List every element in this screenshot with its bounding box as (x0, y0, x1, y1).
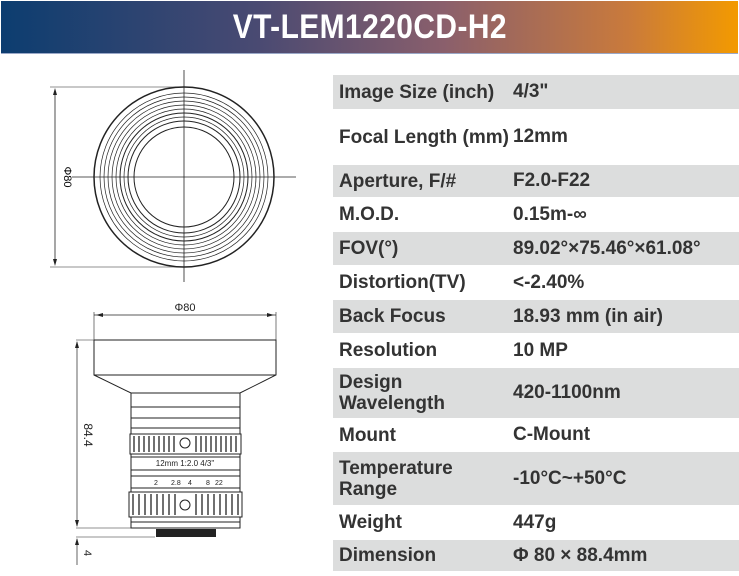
spec-row: Aperture, F/# F2.0-F22 (333, 165, 739, 199)
spec-row: Dimension Φ 80 × 88.4mm (333, 540, 739, 573)
spec-label: Back Focus (339, 306, 446, 327)
spec-label: Design Wavelength (339, 372, 445, 414)
spec-value: F2.0-F22 (513, 170, 591, 191)
spec-value: 0.15m-∞ (513, 203, 587, 225)
spec-label: Resolution (339, 340, 438, 361)
spec-value: -10°C~+50°C (513, 467, 627, 489)
spec-label: Aperture, F/# (339, 170, 457, 192)
spec-label: Mount (339, 424, 396, 446)
front-diameter-label: Φ80 (61, 166, 73, 187)
spec-row: Design Wavelength 420-1100nm (333, 368, 739, 420)
spec-value: 420-1100nm (513, 382, 621, 403)
spec-value: Φ 80 × 88.4mm (513, 544, 648, 566)
spec-row: Temperature Range -10°C~+50°C (333, 452, 739, 507)
spec-row: Back Focus 18.93 mm (in air) (333, 300, 739, 335)
spec-value: <-2.40% (513, 271, 585, 293)
aperture-mark: 2 (154, 480, 158, 487)
spec-row: Weight 447g (333, 507, 739, 540)
spec-row: Focal Length (mm) 12mm (333, 111, 739, 165)
spec-value: 12mm (513, 126, 568, 147)
aperture-mark: 8 (206, 480, 210, 487)
side-diameter-label: Φ80 (174, 302, 195, 314)
product-title: VT-LEM1220CD-H2 (232, 7, 507, 46)
spec-value: 4/3" (513, 81, 549, 102)
spec-row: Distortion(TV) <-2.40% (333, 267, 739, 300)
mount-depth-label: 4 (81, 550, 93, 556)
spec-value: 10 MP (513, 339, 568, 361)
spec-value: C-Mount (513, 424, 591, 445)
spec-value: 89.02°×75.46°×61.08° (513, 237, 701, 259)
spec-label: M.O.D. (339, 204, 400, 225)
length-label: 84.4 (81, 423, 95, 447)
spec-row: Mount C-Mount (333, 420, 739, 452)
side-view-drawing: Φ80 84.4 4 12mm 1:2.0 4/3" 2 2.8 4 8 22 (75, 302, 277, 565)
spec-label: Focal Length (mm) (339, 126, 509, 148)
spec-row: Image Size (inch) 4/3" (333, 75, 739, 111)
lens-marking: 12mm 1:2.0 4/3" (156, 459, 215, 468)
spec-label: Distortion(TV) (339, 272, 466, 293)
aperture-mark: 22 (215, 480, 223, 487)
spec-row: FOV(°) 89.02°×75.46°×61.08° (333, 232, 739, 267)
aperture-mark: 4 (188, 480, 192, 487)
spec-value: 447g (513, 511, 557, 533)
aperture-mark: 2.8 (171, 480, 181, 487)
spec-row: M.O.D. 0.15m-∞ (333, 199, 739, 232)
title-banner: VT-LEM1220CD-H2 (1, 1, 738, 54)
spec-label: Temperature Range (339, 457, 453, 500)
spec-row: Resolution 10 MP (333, 335, 739, 368)
spec-label: FOV(°) (339, 238, 399, 259)
spec-label: Weight (339, 512, 402, 533)
spec-value: 18.93 mm (in air) (513, 305, 663, 327)
spec-label: Dimension (339, 545, 437, 566)
spec-table: Image Size (inch) 4/3" Focal Length (mm) 1… (333, 75, 739, 573)
spec-label: Image Size (inch) (339, 81, 495, 103)
front-view-drawing: Φ80 (50, 70, 296, 282)
